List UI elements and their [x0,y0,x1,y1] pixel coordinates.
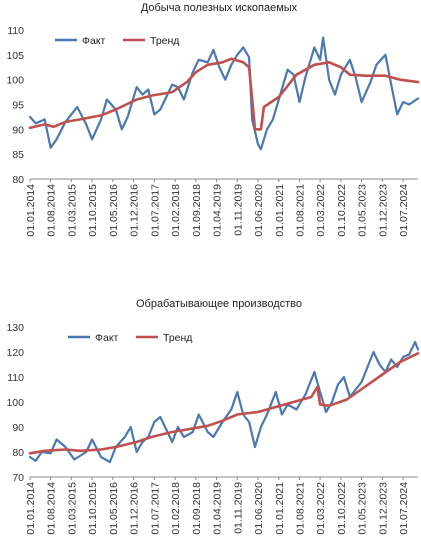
x-tick-label: 01.05.2016 [108,184,120,237]
series-line-fact [28,340,420,464]
y-tick-label: 90 [12,124,24,136]
x-tick-label: 01.10.2022 [336,184,348,237]
y-tick-label: 110 [7,25,24,37]
x-tick-label: 01.05.2023 [357,482,369,535]
x-tick-label: 01.04.2019 [211,184,223,237]
x-tick-label: 01.08.2014 [46,482,58,535]
legend-label-fact: Факт [82,35,106,47]
y-tick-label: 100 [6,75,24,87]
x-tick-label: 01.12.2023 [377,184,389,237]
x-tick-label: 01.09.2018 [191,184,203,237]
x-tick-label: 01.12.2016 [129,482,141,535]
y-tick-label: 90 [12,422,24,434]
chart-manufacturing: Обрабатывающее производство 70 80 90 100 110 1… [6,298,420,535]
y-tick-label: 110 [7,372,24,384]
x-tick-label: 01.07.2024 [398,184,410,237]
x-tick-label: 01.01.2021 [274,482,286,535]
y-tick-label: 85 [12,149,24,161]
x-tick-label: 01.10.2022 [336,482,348,535]
y-tick-label: 80 [12,447,24,459]
x-tick-label: 01.08.2021 [294,482,306,535]
x-tick-label: 01.06.2020 [253,184,265,237]
x-tick-label: 01.11.2019 [232,482,244,534]
x-tick-label: 01.12.2023 [377,482,389,535]
x-tick-label: 01.07.2017 [149,184,161,237]
y-tick-label: 105 [6,50,24,62]
x-tick-label: 01.04.2019 [211,482,223,535]
x-tick-label: 01.06.2020 [253,482,265,535]
series-line-trend [28,57,420,131]
chart-title: Добыча полезных ископаемых [141,2,298,14]
series-line-fact [28,36,420,151]
x-tick-label: 01.07.2017 [149,482,161,535]
chart-title: Обрабатывающее производство [136,298,302,310]
x-tick-label: 01.03.2015 [66,184,78,237]
x-tick-label: 01.10.2015 [87,482,99,535]
y-tick-label: 100 [6,397,24,409]
y-tick-label: 95 [12,100,24,112]
x-tick-label: 01.08.2021 [294,184,306,237]
x-tick-label: 01.02.2018 [170,482,182,535]
y-tick-label: 120 [6,347,24,359]
x-tick-label: 01.01.2021 [274,184,286,237]
series-line-trend [28,352,420,455]
x-tick-label: 01.10.2015 [87,184,99,237]
y-tick-label: 70 [12,472,24,484]
x-tick-label: 01.05.2023 [357,184,369,237]
y-tick-label: 80 [12,174,24,186]
y-tick-label: 130 [6,322,24,334]
x-tick-label: 01.08.2014 [46,184,58,237]
x-tick-label: 01.03.2022 [315,482,327,535]
x-tick-label: 01.02.2018 [170,184,182,237]
chart-mining: Добыча полезных ископаемых 80 85 90 95 100 105… [6,2,420,237]
x-tick-label: 01.12.2016 [129,184,141,237]
x-tick-label: 01.07.2024 [398,482,410,535]
legend-label-trend: Тренд [150,35,179,47]
x-tick-label: 01.11.2019 [232,184,244,236]
x-tick-label: 01.03.2015 [66,482,78,535]
legend-label-trend: Тренд [163,332,192,344]
x-tick-label: 01.01.2014 [25,184,37,237]
legend-label-fact: Факт [95,332,119,344]
x-tick-label: 01.09.2018 [191,482,203,535]
x-tick-label: 01.05.2016 [108,482,120,535]
x-tick-label: 01.01.2014 [25,482,37,535]
x-tick-label: 01.03.2022 [315,184,327,237]
